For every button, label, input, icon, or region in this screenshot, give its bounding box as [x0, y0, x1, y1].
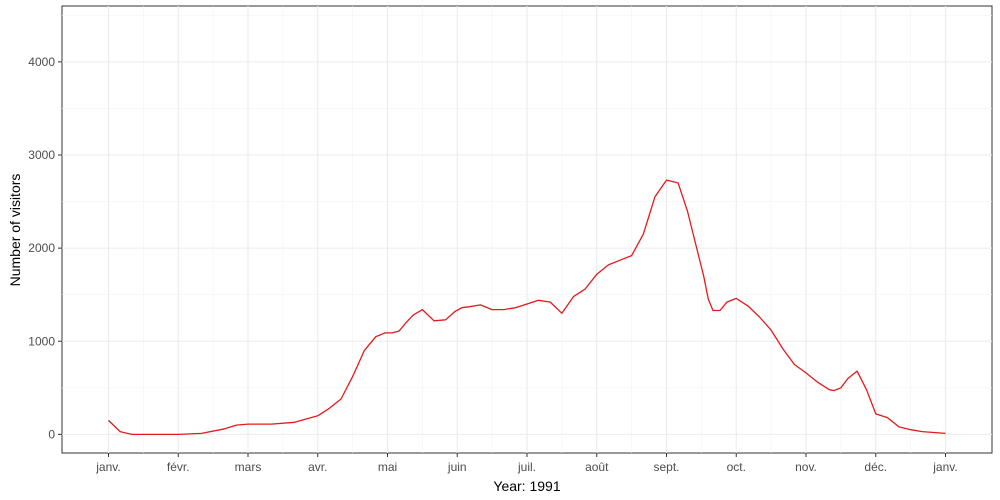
- x-tick-label: déc.: [864, 460, 887, 474]
- series-line: [108, 179, 946, 436]
- x-tick-label: janv.: [95, 460, 120, 474]
- y-tick-label: 1000: [28, 334, 55, 348]
- y-tick-label: 4000: [28, 55, 55, 69]
- major-gridlines: [62, 6, 992, 453]
- x-tick-label: oct.: [727, 460, 746, 474]
- y-tick-label: 3000: [28, 148, 55, 162]
- x-tick-label: nov.: [795, 460, 817, 474]
- series-layer: [108, 179, 946, 436]
- x-tick-label: août: [585, 460, 609, 474]
- x-axis: janv. févr. mars avr. mai juin juil. août sept. o…: [95, 453, 958, 474]
- x-tick-label: mai: [378, 460, 397, 474]
- x-tick-label: juin: [447, 460, 467, 474]
- y-tick-label: 0: [48, 427, 55, 441]
- x-tick-label: sept.: [653, 460, 679, 474]
- x-tick-label: mars: [235, 460, 262, 474]
- x-axis-title: Year: 1991: [493, 478, 560, 494]
- y-tick-label: 2000: [28, 241, 55, 255]
- y-axis: 0 1000 2000 3000 4000: [28, 55, 62, 441]
- x-tick-label: juil.: [517, 460, 536, 474]
- y-axis-title: Number of visitors: [7, 174, 23, 287]
- x-tick-label: avr.: [308, 460, 327, 474]
- minor-gridlines: [62, 6, 992, 453]
- x-tick-label: févr.: [167, 460, 190, 474]
- x-tick-label: janv.: [932, 460, 957, 474]
